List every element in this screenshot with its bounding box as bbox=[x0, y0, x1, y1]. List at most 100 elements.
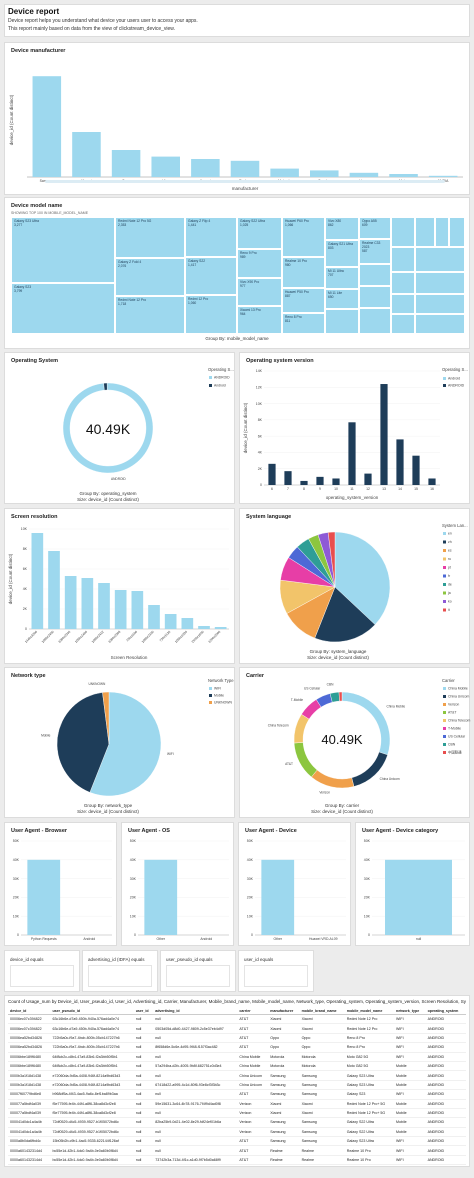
treemap-cell-label: Galaxy S22 Ultra bbox=[240, 219, 265, 223]
table-cell: Samsung bbox=[268, 1117, 300, 1128]
treemap-cell-value: 887 bbox=[285, 294, 291, 298]
table-cell: Verizon bbox=[237, 1127, 269, 1138]
table-header-row: device_id user_pseudo_id user_id advertisin… bbox=[8, 1008, 466, 1015]
legend-label: Android bbox=[448, 377, 460, 381]
bar bbox=[310, 170, 339, 177]
table-cell: Redmi Note 12 Pro+ 5G bbox=[344, 1108, 395, 1119]
table-cell: 00006bbe189f6480 bbox=[8, 1052, 51, 1062]
treemap-cell bbox=[359, 308, 391, 334]
table-column-header[interactable]: network_type bbox=[394, 1008, 426, 1015]
os-version-panel: Operating system version 0 2K 4K 6K 8K 10K 12K… bbox=[239, 352, 470, 504]
treemap-cell-label: Oppo A55 bbox=[362, 219, 377, 223]
table-column-header[interactable]: device_id bbox=[8, 1008, 51, 1015]
table-cell: ANDROID bbox=[425, 1145, 466, 1156]
table-row: 0000b3a1f18d1438 e72060da-9d5a-4408-946f-… bbox=[8, 1080, 466, 1091]
table-row: 0000a601432314d4 bc55e1d-42b1-4dc0-9a4b-0… bbox=[8, 1155, 466, 1166]
x-tick-label: 13 bbox=[382, 487, 386, 491]
y-tick-label: 10K bbox=[256, 402, 263, 406]
filter-user-pseudo-id[interactable]: user_pseudo_id equals bbox=[160, 950, 236, 992]
table-column-header[interactable]: user_pseudo_id bbox=[50, 1008, 134, 1015]
table-cell: WIFI bbox=[394, 1145, 426, 1156]
legend-label: 中国联通 bbox=[448, 750, 462, 755]
carrier-total: 40.49K bbox=[321, 732, 363, 747]
table-row: 0000cb9f2c7b6f5f7a2f770e-7b6e-4fd1-b3f1-… bbox=[8, 1164, 466, 1166]
table-cell: Realme 10 Pro bbox=[344, 1155, 395, 1166]
table-cell: Xiaomi bbox=[299, 1014, 345, 1025]
table-column-header[interactable]: user_id bbox=[133, 1008, 154, 1015]
pie-slice bbox=[327, 531, 336, 588]
y-tick-label: 6K bbox=[258, 434, 263, 438]
table-cell: null bbox=[133, 1023, 154, 1034]
os-version-chart: 0 2K 4K 6K 8K 10K 12K 14K 6 7 8 9 10 11 12 13 14 15 16 oper… bbox=[243, 367, 468, 500]
legend-swatch bbox=[443, 727, 446, 730]
table-cell: Mobile bbox=[394, 1164, 426, 1166]
table-cell: null bbox=[133, 1136, 154, 1147]
table-cell: 64f8cb2c-c8b4-47a9-83b6-f2a3bb50f5b1 bbox=[50, 1052, 134, 1062]
table-cell: Mobile bbox=[394, 1061, 426, 1072]
ua-device-category-title: User Agent - Device category bbox=[362, 828, 439, 834]
table-cell: null bbox=[153, 1127, 238, 1138]
table-column-header[interactable]: manufacturer bbox=[268, 1008, 300, 1015]
legend-label: China Unicom bbox=[448, 695, 469, 699]
os-donut-chart: ANDROID Operating S... ANDROID Android bbox=[62, 367, 234, 481]
treemap-cell-value: 1,417 bbox=[188, 263, 197, 267]
treemap-cell-label: Galaxy Z Flip 4 bbox=[188, 219, 211, 223]
table-column-header[interactable]: mobile_model_name bbox=[344, 1008, 395, 1015]
table-cell: b968df5a-4f43-4ac5-9a6c-8ef1ba89b3aa bbox=[50, 1089, 134, 1100]
language-caption-1: Group By: system_language bbox=[309, 649, 367, 654]
legend-label: ANDROID bbox=[448, 384, 465, 388]
table-cell: e72060da-9d5a-4408-946f-8214a9bd63d3 bbox=[50, 1070, 134, 1081]
table-cell: ANDROID bbox=[425, 1155, 466, 1166]
bar bbox=[389, 174, 418, 177]
table-cell: Redmi Note 12 Pro bbox=[344, 1014, 395, 1025]
filter-input[interactable] bbox=[244, 965, 308, 987]
x-tick-label: 1440x3200 bbox=[24, 630, 38, 644]
table-cell: Samsung bbox=[268, 1089, 300, 1100]
ua-device-title: User Agent - Device bbox=[245, 828, 297, 834]
y-tick-label: 30K bbox=[130, 877, 137, 881]
table-row: 00006ec07c394822 63c16b6e-d7a9-450b-940a-… bbox=[8, 1023, 466, 1034]
table-column-header[interactable]: mobile_brand_name bbox=[299, 1008, 345, 1015]
filter-input[interactable] bbox=[88, 965, 152, 987]
y-tick-label: 20K bbox=[13, 896, 20, 900]
treemap-cell: Redmi Note 12 Pro 5G 2,353 bbox=[115, 217, 185, 258]
x-axis-label: manufacturer bbox=[232, 186, 259, 191]
treemap-cell-label: Vivo X80 bbox=[328, 219, 342, 223]
filter-advertising-id[interactable]: advertising_id (IDFA) equals bbox=[82, 950, 158, 992]
bar bbox=[198, 626, 210, 629]
legend-label: WIFI bbox=[214, 687, 221, 691]
slice-label: China Mobile bbox=[386, 705, 405, 709]
y-tick-label: 2K bbox=[23, 607, 28, 611]
bar bbox=[98, 583, 110, 629]
table-column-header[interactable]: operating_system bbox=[425, 1008, 466, 1015]
pie-slice bbox=[351, 751, 388, 787]
y-tick-label: 40K bbox=[13, 858, 20, 862]
table-cell: China Mobile bbox=[237, 1061, 269, 1072]
x-tick-label: 1080x2388 bbox=[107, 630, 121, 644]
manufacturer-chart: SamsungXiaomiOppoVivoHuaweiRealmeMotorol… bbox=[9, 76, 463, 191]
filter-user-id[interactable]: user_id equals bbox=[238, 950, 314, 992]
network-panel: Network type WIFI Mobile UNKNOWN Network Ty… bbox=[4, 667, 235, 818]
filter-input[interactable] bbox=[166, 965, 230, 987]
treemap-chart: Galaxy S23 Ultra 3,277 Galaxy S23 3,799 Redm… bbox=[11, 217, 465, 334]
filter-label: user_pseudo_id equals bbox=[166, 957, 213, 962]
y-tick-label: 10K bbox=[364, 914, 371, 918]
table-column-header[interactable]: advertising_id bbox=[153, 1008, 238, 1015]
y-tick-label: 20K bbox=[247, 896, 254, 900]
treemap-cell: Huawei P60 Pro 1,066 bbox=[282, 217, 325, 257]
filter-device-id[interactable]: device_id equals bbox=[4, 950, 80, 992]
legend-label: US Cellular bbox=[448, 735, 466, 739]
table-column-header[interactable]: carrier bbox=[237, 1008, 269, 1015]
legend-swatch bbox=[443, 743, 446, 746]
table-cell: 8f658d6e-5c6e-4d95-9f48-f157f3ac482 bbox=[153, 1042, 238, 1053]
y-tick-label: 4K bbox=[258, 451, 263, 455]
treemap-cell: Mi 11 Lite 650 bbox=[325, 289, 359, 309]
filter-input[interactable] bbox=[10, 965, 74, 987]
legend-swatch bbox=[443, 591, 446, 595]
table-cell: 57a294ba-d2fc-4005-9b8f-682751c0d3e4 bbox=[153, 1061, 238, 1072]
table-cell: 00006bbe189f6480 bbox=[8, 1061, 51, 1072]
legend-swatch bbox=[209, 376, 212, 379]
pie-slice bbox=[314, 586, 376, 643]
slice-label: Mobile bbox=[41, 734, 51, 738]
legend-swatch bbox=[443, 751, 446, 754]
